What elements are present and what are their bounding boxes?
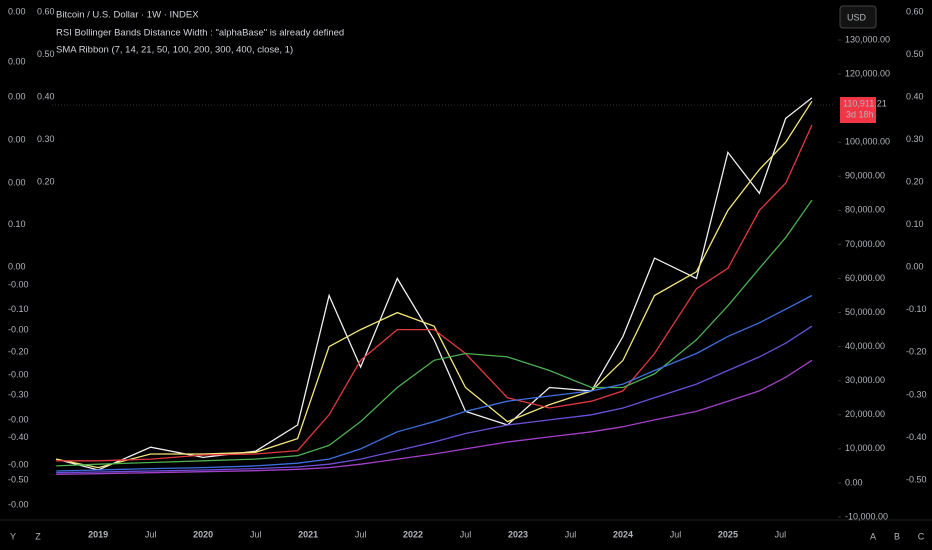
y2-tick-label: 0.00 bbox=[906, 262, 924, 272]
y2-tick-label: 0.10 bbox=[906, 219, 924, 229]
left-scale-label: 0.00 bbox=[8, 177, 26, 187]
sma-line bbox=[56, 294, 813, 472]
x-tick-label: 2022 bbox=[403, 529, 423, 539]
y-tick-label: 80,000.00 bbox=[845, 205, 885, 215]
y2-tick-label: 0.20 bbox=[906, 177, 924, 187]
left-scale-label: 0.00 bbox=[8, 56, 26, 66]
x-tick-label: 2021 bbox=[298, 529, 318, 539]
left-scale-label: -0.00 bbox=[8, 499, 29, 509]
x-tick-label: Jul bbox=[250, 529, 262, 539]
y2-tick-label: -0.30 bbox=[906, 389, 927, 399]
y-tick-label: 90,000.00 bbox=[845, 171, 885, 181]
y2-tick-label: -0.20 bbox=[8, 347, 29, 357]
y2-tick-label: 0.30 bbox=[37, 134, 55, 144]
x-tick-label: 2025 bbox=[718, 529, 738, 539]
chart-title: Bitcoin / U.S. Dollar · 1W · INDEX bbox=[56, 10, 199, 21]
y2-tick-label: 0.10 bbox=[8, 219, 26, 229]
sma-line bbox=[56, 97, 813, 471]
y2-tick-label: -0.40 bbox=[906, 432, 927, 442]
y-tick-label: 50,000.00 bbox=[845, 307, 885, 317]
y-tick-label: -10,000.00 bbox=[845, 511, 888, 521]
y2-tick-label: -0.40 bbox=[8, 432, 29, 442]
last-price-box bbox=[840, 97, 876, 124]
left-scale-label: 0.00 bbox=[8, 134, 26, 144]
currency-label[interactable]: USD bbox=[847, 12, 867, 22]
left-scale-label: -0.00 bbox=[8, 279, 29, 289]
y2-tick-label: -0.10 bbox=[906, 304, 927, 314]
y2-tick-label: -0.30 bbox=[8, 389, 29, 399]
y2-tick-label: -0.10 bbox=[8, 304, 29, 314]
y2-tick-label: 0.40 bbox=[37, 91, 55, 101]
x-tick-label: Jul bbox=[670, 529, 682, 539]
toolbar-button[interactable]: C bbox=[918, 531, 925, 541]
sma-line bbox=[56, 359, 813, 476]
left-scale-label: -0.00 bbox=[8, 459, 29, 469]
y-tick-label: 40,000.00 bbox=[845, 341, 885, 351]
y-tick-label: 20,000.00 bbox=[845, 409, 885, 419]
y2-tick-label: 0.30 bbox=[906, 134, 924, 144]
countdown: 3d 18h bbox=[846, 109, 874, 119]
left-scale-label: -0.00 bbox=[8, 414, 29, 424]
y-tick-label: 70,000.00 bbox=[845, 239, 885, 249]
y2-tick-label: -0.20 bbox=[906, 347, 927, 357]
currency-button[interactable] bbox=[839, 5, 877, 29]
y-tick-label: 60,000.00 bbox=[845, 273, 885, 283]
toolbar-button[interactable]: Y bbox=[10, 531, 16, 541]
y-tick-label: 10,000.00 bbox=[845, 443, 885, 453]
y2-tick-label: 0.50 bbox=[37, 49, 55, 59]
y2-tick-label: -0.50 bbox=[8, 474, 29, 484]
toolbar-button[interactable]: B bbox=[894, 531, 900, 541]
x-tick-label: 2020 bbox=[193, 529, 213, 539]
x-tick-label: Jul bbox=[565, 529, 577, 539]
left-scale-label: 0.00 bbox=[8, 6, 26, 16]
x-tick-label: Jul bbox=[775, 529, 787, 539]
sma-line bbox=[56, 199, 813, 467]
x-tick-label: 2023 bbox=[508, 529, 528, 539]
x-tick-label: Jul bbox=[460, 529, 472, 539]
x-tick-label: 2024 bbox=[613, 529, 633, 539]
toolbar-button[interactable]: A bbox=[870, 531, 876, 541]
left-scale-label: -0.00 bbox=[8, 369, 29, 379]
y-tick-label: 100,000.00 bbox=[845, 137, 890, 147]
toolbar-button[interactable]: Z bbox=[35, 531, 41, 541]
y2-tick-label: 0.00 bbox=[8, 262, 26, 272]
y2-tick-label: 0.60 bbox=[906, 6, 924, 16]
y-tick-label: 30,000.00 bbox=[845, 375, 885, 385]
x-tick-label: Jul bbox=[145, 529, 157, 539]
x-tick-label: 2019 bbox=[88, 529, 108, 539]
indicator-label: RSI Bollinger Bands Distance Width : "al… bbox=[56, 28, 344, 39]
x-tick-label: Jul bbox=[355, 529, 367, 539]
sma-line bbox=[56, 100, 813, 469]
y-tick-label: 120,000.00 bbox=[845, 68, 890, 78]
y-tick-label: 130,000.00 bbox=[845, 34, 890, 44]
y2-tick-label: -0.50 bbox=[906, 474, 927, 484]
y2-tick-label: 0.50 bbox=[906, 49, 924, 59]
left-scale-label: -0.00 bbox=[8, 324, 29, 334]
y2-tick-label: 0.20 bbox=[37, 177, 55, 187]
indicator-label: SMA Ribbon (7, 14, 21, 50, 100, 200, 300… bbox=[56, 45, 293, 56]
y-tick-label: 0.00 bbox=[845, 477, 863, 487]
y2-tick-label: 0.40 bbox=[906, 91, 924, 101]
sma-line bbox=[56, 325, 813, 474]
y2-tick-label: 0.60 bbox=[37, 6, 55, 16]
left-scale-label: 0.00 bbox=[8, 91, 26, 101]
last-price-label: 110,911.21 bbox=[843, 98, 887, 108]
